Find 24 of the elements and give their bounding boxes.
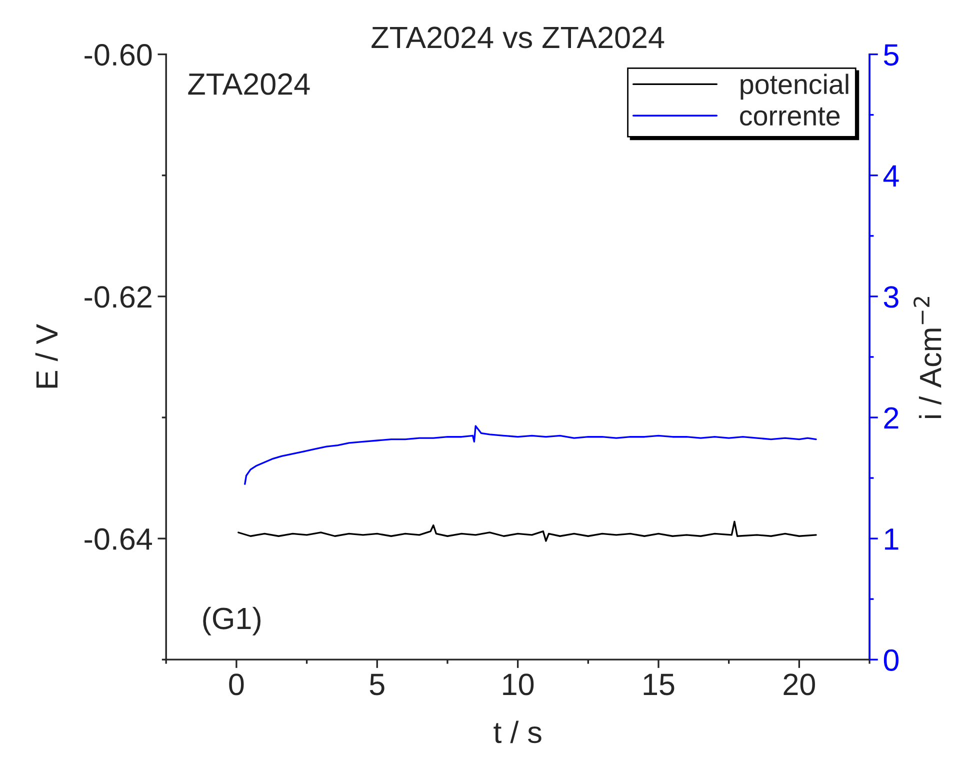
y2-tick-label: 5: [884, 44, 898, 66]
y-axis-title: E / V: [35, 324, 58, 388]
y-tick-label: -0.60: [84, 44, 152, 66]
y2-tick-label: 4: [883, 165, 899, 186]
y2-tick-label: 1: [885, 528, 898, 550]
x-tick-label: 0: [229, 674, 244, 696]
legend-label: corrente: [740, 107, 840, 126]
y2-tick-label: 3: [884, 286, 898, 308]
line-series: [244, 425, 817, 485]
y-tick-label: -0.62: [84, 286, 152, 308]
x-tick-label: 15: [644, 674, 674, 696]
y2-tick-label: 2: [884, 407, 898, 429]
y2-tick-label: 0: [884, 649, 899, 671]
line-series: [238, 520, 817, 542]
x-tick-label: 10: [503, 674, 534, 696]
y2-axis-title: i / Acm$^{−2}$: [914, 297, 942, 418]
chart-title: ZTA2024 vs ZTA2024: [372, 26, 664, 48]
legend-label: potencial: [740, 74, 848, 100]
x-tick-label: 20: [784, 674, 815, 696]
annotation: ZTA2024: [188, 73, 310, 95]
y-tick-label: -0.64: [84, 528, 152, 550]
x-tick-label: 5: [370, 674, 384, 696]
x-axis-title: t / s: [494, 720, 542, 744]
annotation: (G1): [203, 606, 260, 636]
